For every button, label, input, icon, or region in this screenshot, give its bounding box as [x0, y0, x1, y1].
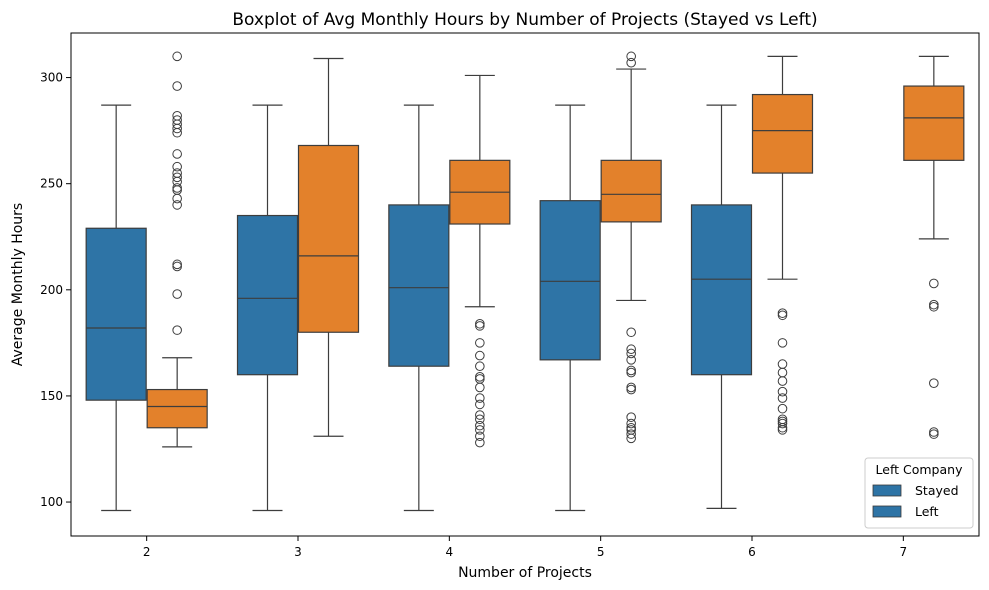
outlier-point-left [626, 384, 636, 395]
box-stayed [85, 227, 147, 401]
outlier-point-left [475, 382, 485, 393]
x-tick-label: 2 [143, 545, 151, 559]
outlier-point-left [626, 51, 636, 62]
outlier-point-left [777, 308, 788, 318]
outlier-point-left [475, 399, 485, 410]
outlier-point-left [172, 168, 182, 178]
outlier-point-left [172, 261, 182, 272]
outlier-point-left [172, 200, 182, 210]
outlier-point-left [929, 429, 939, 439]
y-tick-label: 150 [40, 389, 63, 403]
outlier-point-left [626, 348, 636, 359]
outlier-point-left [929, 278, 939, 289]
outlier-point-left [172, 115, 182, 125]
x-tick-label: 6 [748, 545, 756, 559]
legend-label-left: Left [915, 504, 939, 519]
outlier-point-left [626, 412, 636, 422]
outlier-point-left [929, 427, 939, 437]
outlier-point-left [475, 361, 485, 372]
outlier-point-left [172, 81, 182, 91]
outlier-point-left [475, 414, 485, 425]
chart-title: Boxplot of Avg Monthly Hours by Number o… [232, 10, 817, 30]
outlier-point-left [626, 344, 636, 355]
legend-label-stayed: Stayed [915, 483, 959, 498]
x-tick-label: 3 [294, 545, 302, 559]
outlier-point-left [172, 185, 182, 195]
outlier-point-left [475, 431, 485, 442]
outlier-point-left [929, 378, 939, 388]
outlier-point-left [172, 51, 182, 62]
outlier-point-left [777, 414, 788, 425]
box-stayed [539, 200, 601, 361]
plot-frame [70, 32, 980, 537]
outlier-point-left [475, 321, 485, 331]
y-tick-label: 200 [40, 283, 63, 297]
outlier-point-left [475, 338, 485, 348]
outlier-point-left [475, 350, 485, 361]
outlier-point-left [475, 318, 485, 329]
box-stayed [690, 204, 753, 376]
outlier-point-left [626, 365, 636, 376]
y-tick-label: 250 [40, 177, 63, 191]
x-axis-label: Number of Projects [458, 565, 592, 581]
x-tick-label: 7 [900, 545, 908, 559]
outlier-point-left [777, 338, 788, 348]
outlier-point-left [626, 422, 636, 433]
outlier-point-left [475, 372, 485, 382]
outlier-point-left [626, 429, 636, 439]
outlier-point-left [475, 437, 485, 448]
outlier-point-left [172, 193, 182, 204]
outlier-point-left [929, 299, 939, 310]
outlier-point-left [475, 374, 485, 384]
outlier-point-left [777, 359, 788, 369]
outlier-point-left [626, 382, 636, 393]
outlier-point-left [626, 57, 636, 68]
outlier-point-left [172, 172, 182, 183]
box-stayed [236, 214, 299, 376]
outlier-point-left [929, 301, 939, 312]
outlier-point-left [475, 393, 485, 403]
outlier-point-left [777, 403, 788, 414]
outlier-point-left [172, 259, 182, 270]
outlier-point-left [626, 327, 636, 338]
box-left [146, 388, 208, 429]
outlier-point-left [777, 376, 788, 386]
box-left [297, 144, 360, 333]
legend-swatch-left [872, 505, 902, 518]
box-stayed [388, 204, 450, 367]
outlier-point-left [626, 418, 636, 429]
outlier-point-left [172, 289, 182, 299]
legend: Left Company Stayed Left [864, 457, 974, 529]
outlier-point-left [172, 149, 182, 159]
legend-swatch-stayed [872, 484, 902, 497]
box-left [903, 85, 965, 161]
outlier-point-left [475, 410, 485, 420]
plot-area: 100 150 200 250 300 2 3 4 5 6 7 [40, 51, 965, 559]
outlier-point-left [626, 355, 636, 365]
outlier-point-left [172, 110, 182, 121]
outlier-point-left [626, 367, 636, 378]
y-axis-label: Average Monthly Hours [10, 203, 26, 366]
outlier-point-left [777, 367, 788, 378]
outlier-point-left [777, 386, 788, 397]
x-tick-label: 5 [597, 545, 605, 559]
outlier-point-left [475, 425, 485, 435]
outlier-point-left [777, 416, 788, 427]
outlier-point-left [475, 420, 485, 431]
legend-title: Left Company [876, 462, 964, 477]
outlier-point-left [777, 310, 788, 321]
y-tick-label: 300 [40, 71, 63, 85]
outlier-point-left [172, 183, 182, 193]
outlier-point-left [172, 325, 182, 335]
box-left [600, 159, 662, 223]
y-tick-label: 100 [40, 495, 63, 509]
outlier-point-left [777, 393, 788, 403]
x-tick-label: 4 [446, 545, 454, 559]
outlier-point-left [172, 161, 182, 172]
box-left [751, 93, 814, 174]
